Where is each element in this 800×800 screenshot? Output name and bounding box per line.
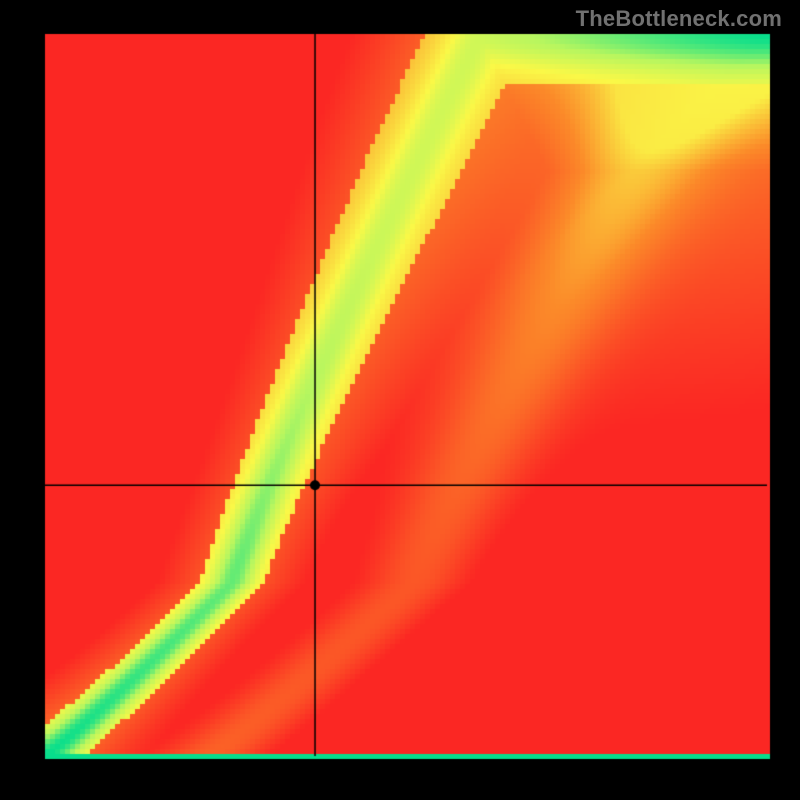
watermark-text: TheBottleneck.com xyxy=(576,6,782,32)
bottleneck-heatmap xyxy=(0,0,800,800)
root-container: { "meta": { "watermark": "TheBottleneck.… xyxy=(0,0,800,800)
